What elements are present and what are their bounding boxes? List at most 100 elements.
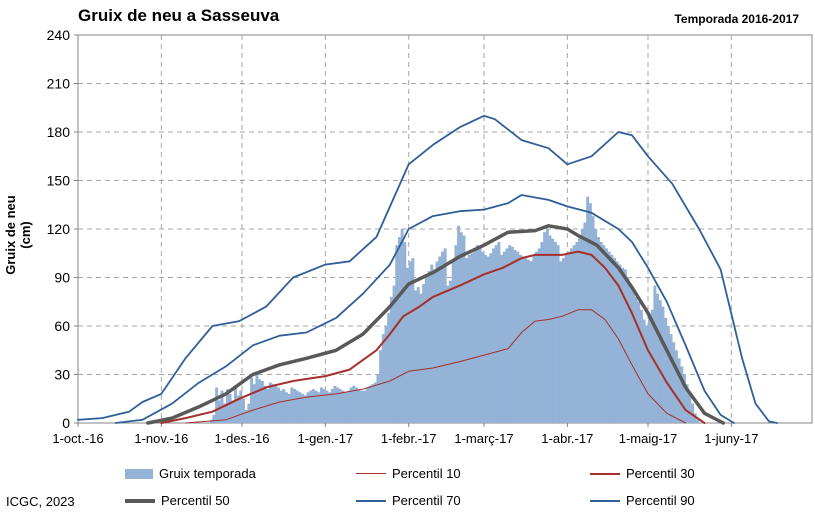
y-tick-label: 240 <box>47 27 71 43</box>
snow-depth-bar <box>314 390 318 423</box>
snow-depth-bar <box>537 248 541 423</box>
x-tick-label: 1-maig-17 <box>619 431 678 446</box>
legend-label-p10: Percentil 10 <box>392 466 461 481</box>
snow-depth-bar <box>330 389 334 423</box>
x-tick-label: 1-març-17 <box>454 431 513 446</box>
snow-depth-bar <box>371 384 375 423</box>
snow-depth-bar <box>427 271 431 423</box>
snow-depth-bar <box>682 374 686 423</box>
snow-depth-bar <box>524 258 528 423</box>
snow-depth-bar <box>244 410 248 423</box>
snow-depth-bar <box>481 251 485 423</box>
snow-depth-bar <box>352 385 356 423</box>
snow-depth-bar <box>328 392 332 423</box>
snow-depth-bar <box>298 392 302 423</box>
snow-depth-bar <box>346 390 350 423</box>
snow-depth-bar <box>631 290 635 423</box>
snow-depth-bar <box>621 267 625 423</box>
snow-depth-bar <box>414 290 418 423</box>
snow-depth-bar <box>228 393 232 423</box>
snow-depth-bar <box>416 287 420 423</box>
snow-depth-bar <box>287 393 291 423</box>
snow-depth-bar <box>446 285 450 423</box>
snow-depth-bar <box>422 283 426 423</box>
snow-depth-bar <box>685 384 689 423</box>
x-tick-label: 1-oct.-16 <box>52 431 103 446</box>
y-tick-label: 120 <box>47 221 71 237</box>
snow-depth-bar <box>478 248 482 423</box>
snow-depth-bar <box>233 387 237 423</box>
snow-depth-bar <box>268 382 272 423</box>
snow-depth-bar <box>521 256 525 423</box>
y-tick-label: 60 <box>54 318 70 334</box>
snow-depth-bar <box>435 261 439 423</box>
snow-depth-bar <box>510 246 514 423</box>
snow-depth-bar <box>564 254 568 423</box>
legend-swatch-p90 <box>590 499 620 502</box>
snow-depth-bar <box>591 216 595 423</box>
snow-depth-bar <box>559 261 563 423</box>
snow-depth-bar <box>338 389 342 423</box>
legend-label-p90: Percentil 90 <box>626 493 695 508</box>
snow-depth-bar <box>578 235 582 423</box>
y-axis-label: Gruix de neu (cm) <box>3 195 33 275</box>
snow-depth-bar <box>613 258 617 423</box>
snow-depth-bar <box>629 283 633 423</box>
snow-depth-bar <box>406 267 410 423</box>
snow-depth-bar <box>311 389 315 423</box>
snow-depth-bar <box>217 400 221 423</box>
snow-depth-bar <box>486 256 490 423</box>
snow-depth-bar <box>467 254 471 423</box>
x-tick-label: 1-juny-17 <box>704 431 758 446</box>
snow-depth-bar <box>260 380 264 423</box>
snow-depth-bar <box>462 235 466 423</box>
snow-depth-bar <box>336 387 340 423</box>
snow-depth-bar <box>677 358 681 423</box>
snow-depth-bar <box>513 250 517 423</box>
snow-depth-bar <box>438 256 442 423</box>
snow-depth-bar <box>658 300 662 423</box>
snow-depth-bar <box>540 241 544 423</box>
legend-label-p50: Percentil 50 <box>161 493 230 508</box>
snow-depth-bar <box>483 254 487 423</box>
snow-depth-bar <box>223 403 227 423</box>
snow-depth-bar <box>317 392 321 423</box>
snow-depth-bar <box>489 253 493 423</box>
snow-depth-bar <box>357 389 361 423</box>
snow-depth-bar <box>368 385 372 423</box>
y-tick-label: 180 <box>47 124 71 140</box>
snow-depth-bar <box>473 250 477 423</box>
snow-depth-bar <box>465 258 469 423</box>
snow-depth-bar <box>529 261 533 423</box>
legend-swatch-p50 <box>125 498 155 503</box>
snow-depth-bar <box>306 392 310 423</box>
snow-depth-bar <box>365 387 369 423</box>
snow-depth-bar <box>588 203 592 423</box>
snow-depth-bar <box>389 296 393 423</box>
snow-depth-bar <box>580 229 584 423</box>
snow-depth-bar <box>408 261 412 423</box>
snow-depth-bar <box>645 326 649 423</box>
snow-depth-bar <box>276 387 280 423</box>
snow-depth-bar <box>373 382 377 423</box>
snow-depth-bar <box>602 245 606 423</box>
snow-depth-bar <box>247 403 251 423</box>
snow-depth-bar <box>607 251 611 423</box>
snow-depth-bar <box>661 306 665 423</box>
snow-depth-bar <box>535 251 539 423</box>
snow-depth-bar <box>255 374 259 423</box>
snow-depth-bar <box>212 414 216 423</box>
snow-depth-bar <box>639 309 643 423</box>
snow-depth-bar <box>344 392 348 423</box>
snow-depth-bar <box>594 229 598 423</box>
snow-depth-bar <box>403 241 407 423</box>
snow-depth-bar <box>239 390 243 423</box>
snow-depth-bar <box>572 245 576 423</box>
snow-depth-bar <box>650 309 654 423</box>
snow-depth-bar <box>384 326 388 423</box>
y-tick-label: 150 <box>47 173 71 189</box>
legend-swatch-season <box>125 468 153 479</box>
snow-depth-bar <box>376 374 380 423</box>
snow-depth-bar <box>282 389 286 423</box>
snow-depth-bar <box>258 379 262 423</box>
